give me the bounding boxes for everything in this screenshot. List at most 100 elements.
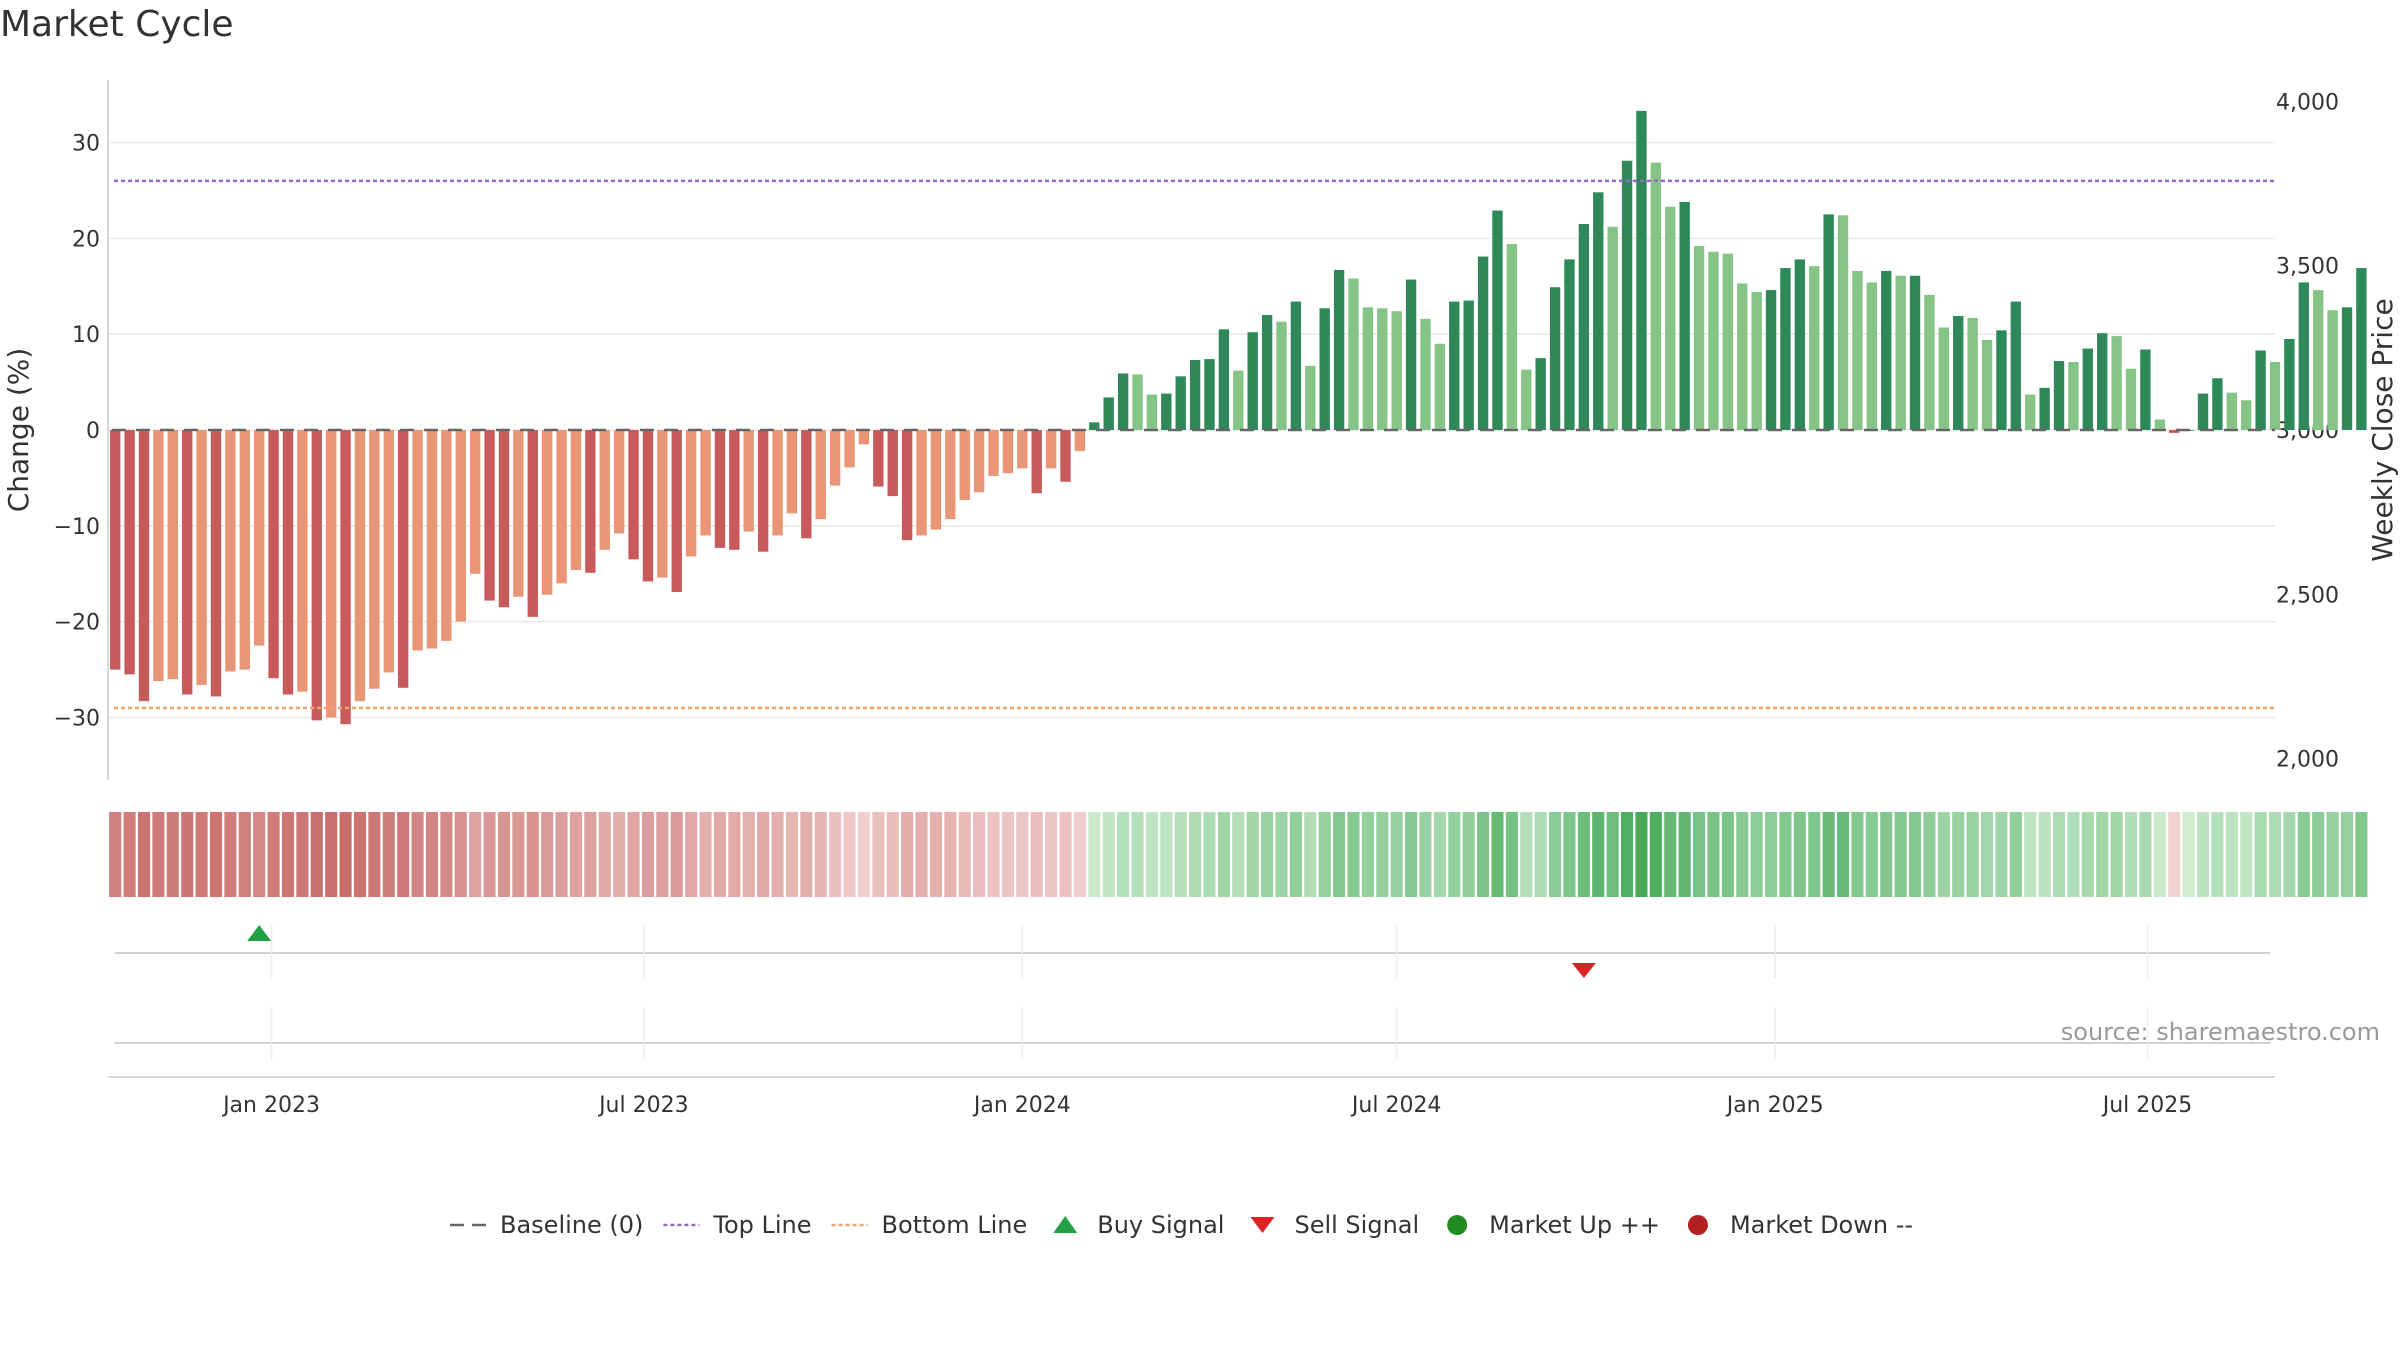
- heat-cell: [2182, 812, 2195, 897]
- heat-cell: [1937, 812, 1950, 897]
- heat-cell: [253, 812, 266, 897]
- bar: [2212, 378, 2223, 430]
- heat-cell: [1865, 812, 1878, 897]
- legend-label: Baseline (0): [500, 1211, 643, 1239]
- bar: [1593, 192, 1604, 430]
- legend-item: Sell Signal: [1250, 1211, 1419, 1239]
- heat-cell: [1966, 812, 1979, 897]
- legend-label: Market Up ++: [1489, 1211, 1660, 1239]
- bar: [297, 430, 308, 692]
- heat-cell: [1217, 812, 1230, 897]
- bar: [1693, 246, 1705, 430]
- heat-cell: [2110, 812, 2123, 897]
- x-tick-label: Jul 2024: [1350, 1093, 1442, 1118]
- bar: [167, 430, 178, 680]
- heat-cell: [397, 812, 410, 897]
- heat-cell: [1952, 812, 1965, 897]
- bar: [1837, 215, 1849, 430]
- x-tick-label: Jan 2025: [1725, 1093, 1824, 1118]
- bar: [930, 430, 942, 530]
- bar: [1535, 358, 1546, 430]
- heat-cell: [1477, 812, 1490, 897]
- heat-cell: [1793, 812, 1806, 897]
- bar: [1938, 327, 1950, 430]
- heat-cell: [598, 812, 611, 897]
- bar: [2341, 307, 2353, 430]
- bar: [1564, 259, 1575, 430]
- heat-cell: [785, 812, 798, 897]
- heat-cell: [670, 812, 683, 897]
- heat-cell: [613, 812, 626, 897]
- heat-cell: [1189, 812, 1202, 897]
- heat-cell: [512, 812, 525, 897]
- bar: [657, 430, 668, 578]
- bar: [2025, 394, 2036, 430]
- heat-cell: [944, 812, 957, 897]
- heat-cell: [2297, 812, 2310, 897]
- bar: [887, 430, 898, 497]
- heat-cell: [627, 812, 640, 897]
- bar: [2169, 430, 2180, 433]
- legend-swatch: [1250, 1217, 1275, 1233]
- heat-cell: [1592, 812, 1605, 897]
- buy-signal-marker: [247, 925, 272, 941]
- bar: [1305, 365, 1316, 430]
- bar: [455, 430, 466, 622]
- heat-cell: [469, 812, 482, 897]
- bar: [282, 430, 294, 695]
- bar: [585, 430, 596, 573]
- heat-cell: [2024, 812, 2037, 897]
- heat-cell: [2211, 812, 2224, 897]
- bar: [1492, 210, 1503, 430]
- chart-title: Market Cycle: [0, 4, 234, 45]
- bar: [383, 430, 394, 673]
- bar: [1261, 315, 1273, 430]
- heat-cell: [2153, 812, 2166, 897]
- heat-cell: [1462, 812, 1475, 897]
- heat-cell: [325, 812, 338, 897]
- heat-cell: [584, 812, 597, 897]
- bar: [1953, 315, 1964, 430]
- bar: [1996, 330, 2007, 430]
- bar: [153, 430, 164, 682]
- bar: [1348, 278, 1359, 430]
- heat-cell: [2225, 812, 2238, 897]
- y-tick-label: −10: [54, 515, 100, 540]
- heat-cell: [1779, 812, 1792, 897]
- y2-tick-label: 3,500: [2276, 255, 2339, 280]
- heat-cell: [526, 812, 539, 897]
- heat-cell: [1333, 812, 1346, 897]
- bar: [2313, 290, 2324, 430]
- heat-cell: [123, 812, 136, 897]
- heat-cell: [1102, 812, 1115, 897]
- bar: [225, 430, 236, 672]
- heat-cell: [483, 812, 496, 897]
- bar: [743, 430, 754, 532]
- legend-label: Market Down --: [1730, 1211, 1913, 1239]
- heat-cell: [2283, 812, 2296, 897]
- bar: [801, 430, 812, 539]
- heat-cell: [353, 812, 367, 897]
- bar: [124, 430, 135, 675]
- heat-cell: [224, 812, 237, 897]
- heat-cell: [1635, 812, 1648, 897]
- bar: [1449, 301, 1460, 430]
- legend-item: Market Up ++: [1447, 1211, 1660, 1239]
- bar: [2327, 310, 2338, 430]
- bar: [613, 430, 625, 534]
- y2-axis-label: Weekly Close Price: [2366, 298, 2399, 561]
- heat-cell: [1721, 812, 1734, 897]
- legend-swatch: [1053, 1216, 1078, 1233]
- bar: [1679, 201, 1690, 430]
- heat-cell: [814, 812, 827, 897]
- bar: [2284, 338, 2295, 430]
- bar: [1621, 160, 1633, 431]
- heat-cell: [1174, 812, 1187, 897]
- bar: [1650, 162, 1662, 430]
- heat-cell: [425, 812, 439, 897]
- legend-swatch: [1447, 1215, 1468, 1235]
- bar: [1434, 343, 1446, 430]
- heat-cell: [382, 812, 395, 897]
- heat-cell: [1750, 812, 1763, 897]
